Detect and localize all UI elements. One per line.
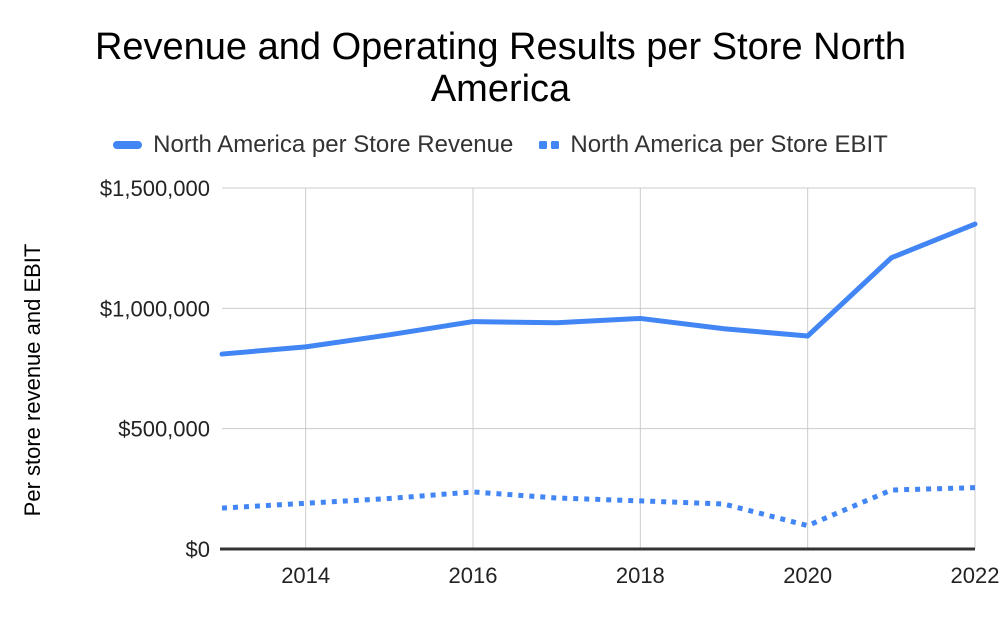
legend-label-ebit: North America per Store EBIT	[570, 131, 888, 158]
legend-label-revenue: North America per Store Revenue	[153, 131, 514, 158]
chart-title: Revenue and Operating Results per Store …	[94, 26, 907, 110]
revenue-series-swatch-icon	[113, 141, 143, 149]
legend: North America per Store Revenue North Am…	[0, 131, 1001, 159]
ebit-line	[221, 485, 976, 529]
legend-item-ebit: North America per Store EBIT	[539, 131, 888, 159]
ebit-series-swatch-icon	[539, 141, 560, 149]
y-axis-tick-label: $0	[186, 537, 210, 562]
y-axis-title: Per store revenue and EBIT	[20, 244, 45, 517]
y-axis-tick-label: $500,000	[118, 417, 210, 442]
x-axis-tick-label: 2014	[281, 563, 330, 588]
x-axis-tick-label: 2022	[951, 563, 1000, 588]
revenue-line	[219, 221, 978, 357]
legend-item-revenue: North America per Store Revenue	[113, 131, 513, 159]
x-axis-tick-label: 2020	[783, 563, 832, 588]
x-axis-tick-label: 2016	[449, 563, 498, 588]
y-axis-tick-label: $1,500,000	[100, 176, 210, 201]
y-axis-tick-label: $1,000,000	[100, 296, 210, 321]
x-axis-tick-label: 2018	[616, 563, 665, 588]
